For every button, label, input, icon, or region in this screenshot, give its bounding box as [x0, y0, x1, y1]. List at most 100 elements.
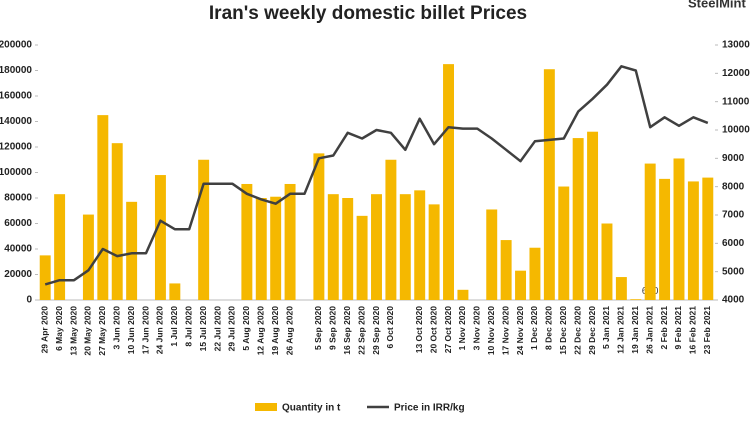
x-tick-label: 1 Nov 2020	[457, 306, 467, 351]
x-tick-label: 3 Nov 2020	[472, 306, 482, 351]
y-tick-label: 120000	[0, 142, 32, 153]
y2-tick-label: 7000	[722, 210, 745, 221]
x-tick-label: 2 Feb 2021	[659, 306, 669, 350]
bar	[428, 204, 440, 300]
y2-tick-label: 12000	[722, 68, 750, 79]
y-tick-label: 40000	[4, 244, 32, 255]
y2-tick-label: 6000	[722, 238, 745, 249]
bar	[587, 131, 599, 300]
line	[44, 65, 709, 286]
legend-swatch	[255, 403, 277, 411]
bar	[543, 69, 555, 300]
bar	[601, 223, 613, 300]
bar	[270, 196, 282, 300]
x-tick-label: 17 Jun 2020	[140, 306, 150, 354]
x-tick-label: 12 Aug 2020	[256, 306, 266, 356]
legend-label: Price in IRR/kg	[394, 403, 465, 414]
bar	[313, 153, 325, 300]
x-tick-label: 20 May 2020	[83, 306, 93, 356]
bar	[529, 247, 541, 300]
bar	[111, 143, 123, 300]
bar	[659, 178, 671, 300]
bar	[241, 183, 253, 300]
bar	[356, 215, 368, 300]
bar	[39, 255, 51, 300]
bar	[82, 214, 94, 300]
y2-tick-label: 8000	[722, 181, 745, 192]
bar	[644, 163, 656, 300]
x-tick-label: 22 Jul 2020	[212, 306, 222, 352]
x-tick-label: 9 Feb 2021	[673, 306, 683, 350]
bar	[327, 194, 339, 300]
bar	[572, 138, 584, 300]
x-tick-label: 29 Dec 2020	[587, 306, 597, 355]
x-tick-label: 20 Oct 2020	[428, 306, 438, 354]
bar	[687, 181, 699, 300]
y-tick-label: 140000	[0, 116, 32, 127]
x-tick-label: 6 May 2020	[54, 306, 64, 351]
x-tick-label: 3 Jun 2020	[111, 306, 121, 350]
bar	[371, 194, 382, 300]
bar	[154, 175, 166, 300]
x-tick-label: 24 Nov 2020	[515, 306, 525, 355]
bar	[399, 194, 411, 300]
y2-tick-label: 10000	[722, 125, 750, 136]
x-tick-label: 19 Aug 2020	[270, 306, 280, 356]
bar	[97, 115, 109, 300]
bar	[702, 177, 714, 300]
bar	[342, 198, 354, 300]
y2-tick-label: 11000	[722, 96, 750, 107]
x-tick-label: 5 Jan 2021	[601, 306, 611, 349]
y-tick-label: 80000	[4, 193, 32, 204]
x-tick-label: 22 Dec 2020	[572, 306, 582, 355]
x-tick-label: 1 Dec 2020	[529, 306, 539, 350]
x-tick-label: 27 May 2020	[97, 306, 107, 356]
bar	[486, 209, 498, 300]
y-tick-label: 180000	[0, 65, 32, 76]
x-tick-label: 16 Feb 2021	[688, 306, 698, 354]
y2-tick-label: 5000	[722, 266, 745, 277]
y-tick-label: 160000	[0, 91, 32, 102]
x-tick-label: 26 Jan 2021	[644, 306, 654, 354]
bar	[169, 283, 181, 300]
bar	[630, 299, 642, 300]
bar	[126, 201, 138, 300]
x-tick-label: 15 Dec 2020	[558, 306, 568, 355]
x-tick-label: 5 Sep 2020	[313, 306, 323, 350]
x-tick-label: 23 Feb 2021	[702, 306, 712, 354]
x-tick-label: 8 Dec 2020	[544, 306, 554, 350]
y2-tick-label: 9000	[722, 153, 745, 164]
x-tick-label: 29 Jul 2020	[227, 306, 237, 352]
x-tick-label: 16 Sep 2020	[342, 306, 352, 355]
x-tick-label: 24 Jun 2020	[155, 306, 165, 354]
x-tick-label: 1 Jul 2020	[169, 306, 179, 347]
bar	[414, 190, 426, 300]
y-tick-label: 20000	[4, 269, 32, 280]
x-tick-label: 9 Sep 2020	[328, 306, 338, 350]
x-tick-label: 12 Jan 2021	[616, 306, 626, 354]
x-tick-label: 29 Apr 2020	[39, 306, 49, 354]
y2-tick-label: 4000	[722, 295, 745, 306]
x-tick-label: 13 Oct 2020	[414, 306, 424, 354]
bar	[385, 159, 397, 300]
x-tick-label: 19 Jan 2021	[630, 306, 640, 354]
x-tick-label: 26 Aug 2020	[284, 306, 294, 356]
y2-tick-label: 13000	[722, 40, 750, 51]
x-tick-label: 27 Oct 2020	[443, 306, 453, 354]
x-tick-label: 8 Jul 2020	[183, 306, 193, 347]
x-tick-label: 22 Sep 2020	[356, 306, 366, 355]
chart-title: Iran's weekly domestic billet Prices	[209, 3, 527, 24]
x-tick-label: 10 Nov 2020	[486, 306, 496, 355]
bar	[615, 277, 627, 300]
x-tick-label: 17 Nov 2020	[500, 306, 510, 355]
x-tick-label: 6 Oct 2020	[385, 306, 395, 349]
bar	[673, 158, 685, 300]
x-tick-label: 10 Jun 2020	[126, 306, 136, 354]
x-tick-label: 13 May 2020	[68, 306, 78, 356]
y-tick-label: 200000	[0, 40, 32, 51]
bar	[284, 183, 296, 300]
x-tick-label: 15 Jul 2020	[198, 306, 208, 352]
y-tick-label: 60000	[4, 218, 32, 229]
bar	[515, 270, 527, 300]
x-tick-label: 29 Sep 2020	[371, 306, 381, 355]
